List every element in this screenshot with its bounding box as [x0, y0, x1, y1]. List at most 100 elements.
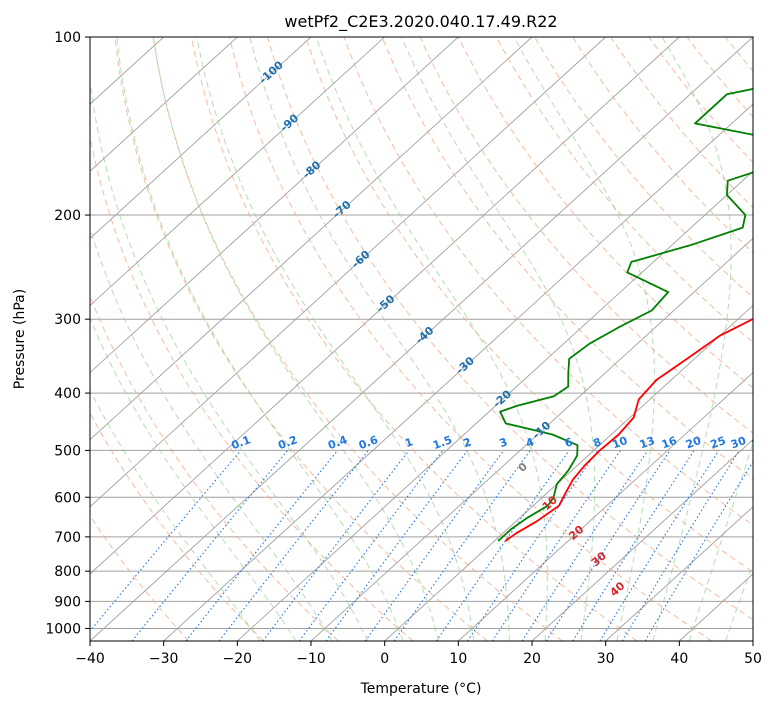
x-tick-label: −30: [149, 651, 179, 667]
mixing-ratio-label: 2: [462, 435, 474, 450]
dry-adiabat-line: [495, 37, 753, 344]
y-tick-label: 600: [54, 490, 81, 506]
y-tick-label: 800: [54, 564, 81, 580]
mixing-ratio-label: 16: [660, 434, 679, 452]
dry-adiabat-line: [343, 37, 753, 526]
dry-adiabat-line: [90, 514, 190, 641]
mixing-ratio-line: [131, 450, 289, 641]
mixing-ratio-label: 13: [638, 434, 657, 451]
moist-adiabat-line: [725, 562, 753, 641]
x-tick-label: −10: [296, 651, 326, 667]
dry-adiabat-line: [90, 412, 264, 641]
moist-adiabat-line: [249, 37, 510, 641]
y-tick-label: 700: [54, 530, 81, 546]
isotherm-line: [458, 371, 753, 641]
mixing-ratio-line: [185, 450, 339, 641]
mixing-ratio-label: 0.4: [326, 433, 349, 452]
dry-adiabat-line: [152, 37, 563, 641]
x-tick-label: −20: [223, 651, 253, 667]
moist-adiabat-line: [315, 37, 548, 641]
mixing-ratio-line: [644, 460, 753, 641]
mixing-ratio-label: 36: [750, 434, 769, 452]
background-lines: [90, 37, 753, 641]
mixing-ratio-line: [545, 450, 671, 641]
mixing-ratio-label: 1.5: [431, 433, 454, 452]
dry-adiabat-line: [305, 37, 753, 573]
isotherm-line: [163, 103, 753, 641]
moist-adiabat-line: [196, 37, 475, 641]
isotherm-line: [90, 37, 459, 374]
x-tick-label: 30: [597, 651, 615, 667]
mixing-ratio-line: [467, 450, 599, 641]
dry-adiabat-line: [648, 37, 753, 164]
moist-adiabat-line: [90, 226, 333, 641]
y-tick-label: 200: [54, 208, 81, 224]
x-tick-label: 10: [449, 651, 467, 667]
mixing-ratio-line: [572, 450, 695, 641]
x-tick-label: 50: [744, 651, 762, 667]
isotherm-line: [90, 37, 238, 172]
dewpoint-line: [497, 88, 753, 542]
mixing-ratio-line: [393, 450, 531, 641]
mixing-ratio-label: 3: [498, 435, 510, 450]
mixing-ratio-label: 20: [684, 434, 703, 452]
moist-adiabat-line: [116, 37, 404, 641]
x-tick-label: 20: [523, 651, 541, 667]
mixing-ratio-line: [218, 450, 369, 641]
mixing-ratio-label: 25: [709, 434, 728, 451]
mixing-ratio-label: 0.1: [230, 433, 253, 452]
temperature-line: [505, 318, 753, 542]
x-tick-label: −40: [75, 651, 105, 667]
moist-adiabat-line: [401, 37, 596, 641]
x-axis-label: Temperature (°C): [360, 681, 482, 697]
mixing-ratio-label: 1: [403, 435, 415, 450]
isotherm-line: [531, 439, 753, 641]
mixing-ratio-label: 8: [591, 435, 603, 450]
mixing-ratio-label: 10: [610, 434, 629, 452]
mixing-ratio-line: [599, 450, 720, 641]
moist-adiabat-line: [652, 37, 732, 641]
moist-adiabat-line: [90, 389, 261, 641]
dry-adiabat-line: [419, 37, 753, 434]
mixing-ratio-label: 6: [563, 435, 575, 450]
mixing-ratio-line: [435, 450, 570, 641]
y-tick-label: 100: [54, 30, 81, 46]
x-tick-label: 0: [380, 651, 389, 667]
moist-adiabat-line: [688, 441, 753, 641]
dry-adiabat-line: [381, 37, 753, 480]
y-axis-label: Pressure (hPa): [12, 289, 28, 389]
mixing-ratio-label: 4: [524, 435, 536, 450]
axis-ticks: −40 −30 −20 −10 0 10 20 30 40 5010020030040050060…: [45, 30, 762, 667]
y-tick-label: 1000: [45, 621, 81, 637]
mixing-ratio-label: 0.2: [276, 433, 299, 452]
moist-adiabat-line: [90, 317, 297, 641]
isotherm-line: [90, 37, 385, 307]
moist-adiabat-line: [152, 37, 439, 641]
dry-adiabat-line: [267, 37, 753, 621]
y-tick-label: 500: [54, 443, 81, 459]
dry-adiabat-line: [90, 134, 414, 641]
isotherm-line: [237, 170, 753, 641]
series-layer: [497, 88, 753, 542]
isotherm-line: [90, 37, 680, 575]
y-tick-label: 900: [54, 594, 81, 610]
y-tick-label: 400: [54, 386, 81, 402]
plot-frame: [89, 36, 754, 642]
dry-adiabat-line: [457, 37, 753, 389]
dry-adiabat-line: [229, 37, 712, 641]
mixing-ratio-line: [90, 450, 242, 632]
chart-title: wetPf2_C2E3.2020.040.17.49.R22: [284, 12, 557, 32]
isotherm-line: [90, 37, 606, 508]
moist-adiabat-line: [90, 78, 369, 641]
isotherm-line: [605, 506, 753, 641]
mixing-ratio-line: [621, 450, 740, 641]
x-tick-label: 40: [670, 651, 688, 667]
isotherm-line: [310, 237, 753, 641]
y-tick-label: 300: [54, 312, 81, 328]
isotherm-line: [90, 37, 312, 239]
dry-adiabat-line: [572, 37, 753, 254]
isotherm-line: [90, 37, 533, 441]
mixing-ratio-label: 30: [729, 434, 748, 452]
mixing-ratio-label: 0.6: [357, 433, 380, 452]
